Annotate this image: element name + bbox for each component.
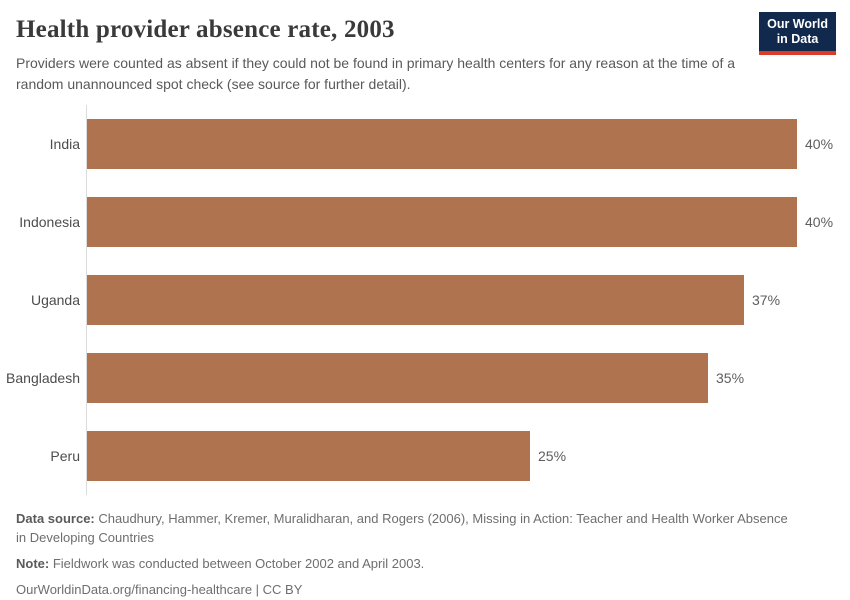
category-label: India xyxy=(49,136,80,152)
chart-footer: Data source: Chaudhury, Hammer, Kremer, … xyxy=(16,509,834,599)
note-label: Note: xyxy=(16,556,50,571)
chart-title: Health provider absence rate, 2003 xyxy=(16,16,395,43)
category-label: Uganda xyxy=(30,292,80,308)
category-label: Peru xyxy=(50,448,80,464)
chart-row: Peru 25% xyxy=(0,417,850,495)
bar-chart: India 40% Indonesia 40% Uganda 37% Bangladesh 3… xyxy=(0,105,850,495)
data-source-text: Chaudhury, Hammer, Kremer, Muralidharan,… xyxy=(16,511,788,545)
owid-logo-line1: Our World xyxy=(767,17,828,31)
chart-row: Uganda 37% xyxy=(0,261,850,339)
bar-track: 40% xyxy=(86,197,850,247)
bar-value-label: 35% xyxy=(716,370,745,386)
bar-value-label: 40% xyxy=(805,214,834,230)
chart-row: Indonesia 40% xyxy=(0,183,850,261)
bar-track: 40% xyxy=(86,119,850,169)
owid-logo-line2: in Data xyxy=(776,32,819,46)
data-source-label: Data source: xyxy=(16,511,95,526)
attribution-license: | CC BY xyxy=(252,582,303,597)
note-text: Fieldwork was conducted between October … xyxy=(49,556,425,571)
data-source-line: Data source: Chaudhury, Hammer, Kremer, … xyxy=(16,509,800,547)
bar-value-label: 40% xyxy=(805,136,834,152)
bar xyxy=(86,275,744,325)
attribution-link[interactable]: OurWorldinData.org/financing-healthcare xyxy=(16,582,253,597)
bar xyxy=(86,197,797,247)
category-label: Indonesia xyxy=(19,214,80,230)
bar xyxy=(86,431,530,481)
chart-row: India 40% xyxy=(0,105,850,183)
note-line: Note: Fieldwork was conducted between Oc… xyxy=(16,554,834,573)
bar xyxy=(86,353,708,403)
bar-track: 35% xyxy=(86,353,850,403)
bar-track: 25% xyxy=(86,431,850,481)
bar-track: 37% xyxy=(86,275,850,325)
bar xyxy=(86,119,797,169)
y-axis-line xyxy=(86,105,87,495)
chart-header: Health provider absence rate, 2003 Provi… xyxy=(16,16,834,95)
bar-value-label: 25% xyxy=(538,448,567,464)
chart-subtitle: Providers were counted as absent if they… xyxy=(16,55,736,92)
owid-logo: Our World in Data xyxy=(759,12,836,55)
plot-area: India 40% Indonesia 40% Uganda 37% Bangladesh 3… xyxy=(0,105,850,495)
bar-value-label: 37% xyxy=(752,292,781,308)
chart-row: Bangladesh 35% xyxy=(0,339,850,417)
category-label: Bangladesh xyxy=(6,370,80,386)
attribution-line: OurWorldinData.org/financing-healthcare … xyxy=(16,580,834,599)
